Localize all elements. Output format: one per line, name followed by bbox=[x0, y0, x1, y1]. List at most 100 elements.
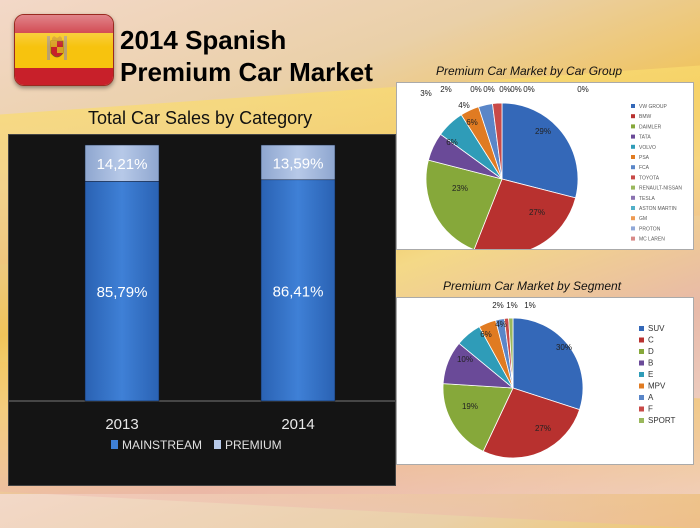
legend-label: BMW bbox=[639, 114, 652, 120]
pie-data-label: 0% bbox=[499, 85, 511, 94]
legend-swatch bbox=[639, 372, 644, 377]
pie-slice-daimler bbox=[425, 159, 503, 251]
bar-premium-2013 bbox=[84, 144, 160, 182]
pie-data-label: 1% bbox=[506, 301, 518, 310]
legend-swatch bbox=[631, 165, 635, 170]
legend-label: MC LAREN bbox=[639, 237, 665, 243]
legend-swatch bbox=[631, 185, 635, 190]
car-group-panel: 29% 27% 23% 6% 6% 4% 3% 2% 0% 0% 0% 0% 0% 0% VW GROUP B… bbox=[396, 82, 694, 256]
legend-swatch bbox=[631, 216, 635, 221]
legend-swatch bbox=[639, 337, 644, 343]
legend-label: C bbox=[648, 336, 654, 345]
legend-swatch bbox=[639, 326, 644, 331]
pie-slice-d bbox=[442, 383, 514, 452]
data-label: 86,41% bbox=[273, 283, 324, 300]
title-line-2: Premium Car Market bbox=[120, 57, 373, 87]
legend-label: TATA bbox=[639, 135, 651, 141]
bar-chart: 85,79% 14,21% 2013 86,41% 13,59% 2014 MAINSTRE… bbox=[9, 144, 395, 452]
pie-slice-toyota bbox=[492, 102, 503, 180]
car-group-heading: Premium Car Market by Car Group bbox=[436, 64, 623, 78]
pie-data-label: 4% bbox=[495, 320, 507, 329]
legend-swatch bbox=[639, 383, 644, 389]
pie-slice-c bbox=[482, 387, 581, 459]
legend-label: SUV bbox=[648, 324, 665, 333]
pie-data-label: 29% bbox=[535, 127, 551, 136]
page-title: 2014 Spanish Premium Car Market bbox=[120, 24, 373, 88]
segment-heading: Premium Car Market by Segment bbox=[443, 279, 622, 293]
pie-data-label: 2% bbox=[492, 301, 504, 310]
bar-chart-heading: Total Car Sales by Category bbox=[88, 108, 313, 128]
pie-data-label: 19% bbox=[462, 402, 478, 411]
legend-label: TOYOTA bbox=[639, 175, 660, 181]
title-line-1: 2014 Spanish bbox=[120, 25, 287, 55]
legend-swatch bbox=[639, 349, 644, 354]
legend-swatch bbox=[214, 440, 221, 449]
legend-label: RENAULT-NISSAN bbox=[639, 186, 682, 192]
legend-swatch bbox=[639, 406, 644, 412]
legend-swatch bbox=[639, 395, 644, 400]
legend-label: A bbox=[648, 393, 654, 402]
legend-label: ASTON MARTIN bbox=[639, 206, 677, 212]
legend-label: F bbox=[648, 405, 653, 414]
pie-data-label: 0% bbox=[523, 85, 535, 94]
pie-data-label: 27% bbox=[529, 208, 545, 217]
bar-chart-panel: 85,79% 14,21% 2013 86,41% 13,59% 2014 MAINSTRE… bbox=[8, 134, 396, 486]
legend-label: MAINSTREAM bbox=[122, 438, 202, 452]
legend-label: PSA bbox=[639, 155, 650, 161]
legend-label: B bbox=[648, 359, 653, 368]
pie-data-label: 6% bbox=[446, 138, 458, 147]
legend-label: E bbox=[648, 370, 653, 379]
pie-data-label: 23% bbox=[452, 184, 468, 193]
legend-swatch bbox=[631, 175, 635, 180]
pie-slice-vw-group bbox=[501, 102, 579, 199]
legend-swatch bbox=[639, 360, 644, 366]
legend-swatch bbox=[631, 236, 635, 241]
legend-label: MPV bbox=[648, 382, 666, 391]
pie-data-label: 3% bbox=[420, 89, 432, 98]
pie-data-label: 6% bbox=[480, 330, 492, 339]
pie-data-label: 0% bbox=[577, 85, 589, 94]
pie-data-label: 2% bbox=[440, 85, 452, 94]
pie-slice-suv bbox=[512, 317, 584, 411]
legend-swatch bbox=[631, 155, 635, 159]
legend-label: PROTON bbox=[639, 226, 661, 232]
coat-of-arms-icon bbox=[47, 36, 67, 60]
legend-swatch bbox=[631, 114, 635, 119]
legend-label: TESLA bbox=[639, 196, 656, 202]
bar-premium-2014 bbox=[260, 144, 336, 181]
data-label: 85,79% bbox=[97, 284, 148, 301]
legend-swatch bbox=[631, 206, 635, 210]
legend-swatch bbox=[631, 104, 635, 108]
pie-data-label: 1% bbox=[524, 301, 536, 310]
legend-swatch bbox=[631, 134, 635, 139]
pie-data-label: 10% bbox=[457, 355, 473, 364]
segment-panel: 30% 27% 19% 10% 6% 4% 2% 1% 1% SUV C D B E MPV A F SPORT bbox=[396, 297, 694, 465]
legend-label: SPORT bbox=[648, 416, 676, 425]
legend-label: DAIMLER bbox=[639, 124, 662, 130]
legend-label: PREMIUM bbox=[225, 438, 282, 452]
x-tick-label: 2014 bbox=[281, 416, 314, 433]
pie-data-label: 0% bbox=[510, 85, 522, 94]
legend-label: FCA bbox=[639, 165, 650, 171]
legend-swatch bbox=[639, 418, 644, 423]
legend-swatch bbox=[631, 226, 635, 231]
pie-data-label: 4% bbox=[458, 101, 470, 110]
data-label: 14,21% bbox=[97, 156, 148, 173]
pie-slice-sport bbox=[508, 317, 514, 389]
pie-data-label: 0% bbox=[470, 85, 482, 94]
pie-data-label: 27% bbox=[535, 424, 551, 433]
legend-label: VW GROUP bbox=[639, 104, 667, 110]
data-label: 13,59% bbox=[273, 155, 324, 172]
pie-data-label: 30% bbox=[556, 343, 572, 352]
legend-label: GM bbox=[639, 216, 647, 222]
legend-swatch bbox=[631, 144, 635, 149]
legend-swatch bbox=[631, 195, 635, 200]
pie-data-label: 6% bbox=[466, 118, 478, 127]
spain-flag bbox=[14, 14, 114, 86]
legend-swatch bbox=[631, 124, 635, 129]
legend-swatch bbox=[111, 440, 118, 449]
x-tick-label: 2013 bbox=[105, 416, 138, 433]
bar-mainstream-2013 bbox=[84, 181, 160, 402]
bar-mainstream-2014 bbox=[260, 179, 336, 402]
